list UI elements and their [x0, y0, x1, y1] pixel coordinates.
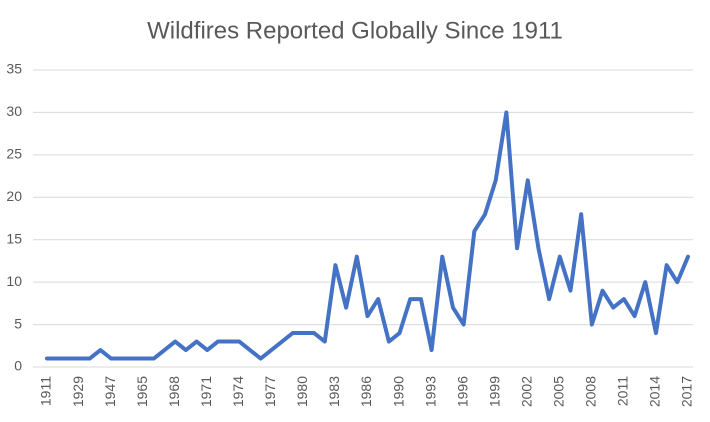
y-tick-label: 20 — [6, 188, 22, 204]
y-tick-label: 0 — [14, 358, 22, 374]
y-tick-label: 25 — [6, 146, 22, 162]
x-tick-label: 1971 — [198, 376, 214, 407]
x-tick-label: 2008 — [583, 376, 599, 407]
chart-title: Wildfires Reported Globally Since 1911 — [147, 17, 563, 44]
x-tick-label: 1947 — [102, 376, 118, 407]
y-tick-label: 30 — [6, 103, 22, 119]
x-tick-label: 1996 — [454, 376, 470, 407]
x-tick-label: 1911 — [38, 376, 54, 406]
y-tick-label: 5 — [14, 315, 22, 331]
x-tick-label: 1986 — [358, 376, 374, 407]
x-tick-label: 2017 — [679, 376, 695, 407]
x-tick-label: 1968 — [166, 376, 182, 407]
x-tick-label: 1999 — [486, 376, 502, 407]
x-tick-label: 1980 — [294, 376, 310, 407]
x-tick-label: 2002 — [518, 376, 534, 407]
x-tick-label: 2005 — [551, 376, 567, 407]
y-tick-label: 15 — [6, 230, 22, 246]
y-tick-label: 10 — [6, 273, 22, 289]
data-line — [45, 110, 690, 361]
x-tick-label: 2011 — [615, 376, 631, 406]
x-tick-label: 1983 — [326, 376, 342, 407]
x-tick-label: 2014 — [647, 376, 663, 407]
y-tick-label: 35 — [6, 61, 22, 77]
x-tick-label: 1977 — [262, 376, 278, 407]
x-tick-label: 1965 — [134, 376, 150, 407]
x-tick-label: 1974 — [230, 376, 246, 407]
x-tick-label: 1993 — [422, 376, 438, 407]
x-tick-label: 1990 — [390, 376, 406, 407]
x-tick-label: 1929 — [70, 376, 86, 407]
